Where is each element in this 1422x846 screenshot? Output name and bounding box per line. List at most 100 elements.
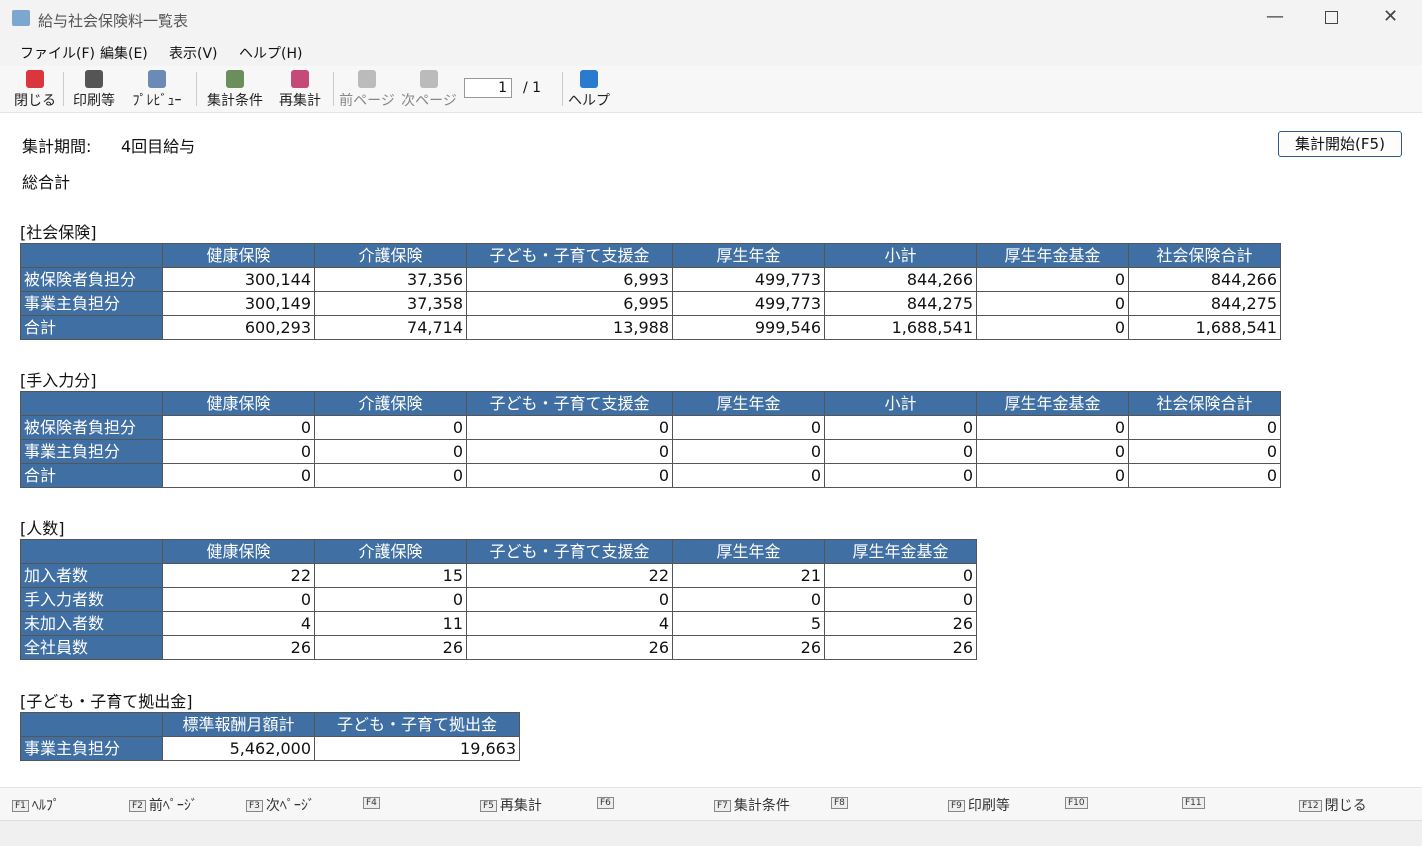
value-cell: 0 xyxy=(824,439,977,464)
key-name: F10 xyxy=(1065,797,1088,809)
value-cell: 0 xyxy=(1128,439,1281,464)
value-cell: 0 xyxy=(466,463,673,488)
function-key[interactable]: F11 xyxy=(1182,795,1208,811)
value-cell: 0 xyxy=(162,439,315,464)
toolbar-button[interactable]: 次ページ xyxy=(401,93,457,109)
value-cell: 0 xyxy=(314,463,467,488)
toolbar-icon xyxy=(291,70,309,88)
column-header: 小計 xyxy=(824,243,977,268)
toolbar-separator xyxy=(196,72,197,106)
row-label: 手入力者数 xyxy=(20,587,163,612)
function-key[interactable]: F3 次ﾍﾟｰｼﾞ xyxy=(246,795,315,815)
toolbar-button[interactable]: ﾌﾟﾚﾋﾞｭｰ xyxy=(132,93,182,109)
value-cell: 499,773 xyxy=(672,267,825,292)
function-key[interactable]: F12 閉じる xyxy=(1299,795,1367,815)
value-cell: 22 xyxy=(162,563,315,588)
column-header: 社会保険合計 xyxy=(1128,391,1281,416)
toolbar-button[interactable]: 閉じる xyxy=(14,93,56,109)
minimize-button[interactable]: — xyxy=(1266,6,1284,27)
function-key[interactable]: F1 ﾍﾙﾌﾟ xyxy=(12,795,60,815)
toolbar-button[interactable]: 再集計 xyxy=(279,93,321,109)
start-button[interactable]: 集計開始(F5) xyxy=(1278,131,1402,157)
function-key[interactable]: F9 印刷等 xyxy=(948,795,1010,815)
value-cell: 0 xyxy=(466,439,673,464)
toolbar-icon xyxy=(226,70,244,88)
row-label: 事業主負担分 xyxy=(20,291,163,316)
menu-item[interactable]: 編集(E) xyxy=(100,46,148,62)
column-header: 子ども・子育て支援金 xyxy=(466,539,673,564)
page-input[interactable]: 1 xyxy=(464,78,512,98)
function-key[interactable]: F8 xyxy=(831,795,851,811)
key-label: 印刷等 xyxy=(967,798,1010,814)
column-header: 子ども・子育て支援金 xyxy=(466,391,673,416)
section-title: [人数] xyxy=(20,519,65,538)
key-name: F6 xyxy=(597,797,614,809)
key-label: 前ﾍﾟｰｼﾞ xyxy=(148,798,198,814)
value-cell: 0 xyxy=(824,563,977,588)
value-cell: 1,688,541 xyxy=(824,315,977,340)
value-cell: 0 xyxy=(824,463,977,488)
value-cell: 15 xyxy=(314,563,467,588)
function-key[interactable]: F4 xyxy=(363,795,383,811)
column-header: 子ども・子育て拠出金 xyxy=(314,712,520,737)
toolbar-icon xyxy=(85,70,103,88)
value-cell: 0 xyxy=(672,463,825,488)
page-total: / 1 xyxy=(523,80,542,96)
menu-bar xyxy=(0,38,1422,66)
row-label: 合計 xyxy=(20,463,163,488)
menu-item[interactable]: 表示(V) xyxy=(169,46,218,62)
menu-item[interactable]: ファイル(F) xyxy=(20,46,95,62)
value-cell: 11 xyxy=(314,611,467,636)
column-header: 介護保険 xyxy=(314,243,467,268)
column-header: 介護保険 xyxy=(314,391,467,416)
key-label: 閉じる xyxy=(1324,798,1367,814)
value-cell: 0 xyxy=(672,587,825,612)
close-button[interactable]: ✕ xyxy=(1383,6,1399,27)
function-key[interactable]: F2 前ﾍﾟｰｼﾞ xyxy=(129,795,198,815)
value-cell: 0 xyxy=(162,463,315,488)
value-cell: 4 xyxy=(162,611,315,636)
summary-label: 総合計 xyxy=(22,173,71,192)
column-header: 小計 xyxy=(824,391,977,416)
toolbar-button[interactable]: 集計条件 xyxy=(207,93,263,109)
row-label: 未加入者数 xyxy=(20,611,163,636)
column-header: 健康保険 xyxy=(162,243,315,268)
function-key[interactable]: F5 再集計 xyxy=(480,795,542,815)
toolbar-separator xyxy=(333,72,334,106)
header-cell xyxy=(20,243,163,268)
function-key[interactable]: F10 xyxy=(1065,795,1091,811)
value-cell: 5,462,000 xyxy=(162,736,315,761)
maximize-button[interactable] xyxy=(1325,11,1338,24)
value-cell: 1,688,541 xyxy=(1128,315,1281,340)
toolbar-button[interactable]: 前ページ xyxy=(339,93,395,109)
row-label: 被保険者負担分 xyxy=(20,415,163,440)
toolbar-button[interactable]: 印刷等 xyxy=(73,93,115,109)
value-cell: 844,275 xyxy=(1128,291,1281,316)
column-header: 厚生年金基金 xyxy=(976,391,1129,416)
column-header: 厚生年金基金 xyxy=(976,243,1129,268)
row-label: 加入者数 xyxy=(20,563,163,588)
row-label: 合計 xyxy=(20,315,163,340)
value-cell: 6,995 xyxy=(466,291,673,316)
toolbar-icon xyxy=(420,70,438,88)
function-key[interactable]: F7 集計条件 xyxy=(714,795,790,815)
row-label: 事業主負担分 xyxy=(20,736,163,761)
key-name: F4 xyxy=(363,797,380,809)
row-label: 被保険者負担分 xyxy=(20,267,163,292)
column-header: 健康保険 xyxy=(162,539,315,564)
value-cell: 844,275 xyxy=(824,291,977,316)
value-cell: 26 xyxy=(162,635,315,660)
toolbar-button[interactable]: ヘルプ xyxy=(568,93,610,109)
key-name: F11 xyxy=(1182,797,1205,809)
value-cell: 0 xyxy=(1128,415,1281,440)
value-cell: 999,546 xyxy=(672,315,825,340)
value-cell: 26 xyxy=(824,635,977,660)
menu-item[interactable]: ヘルプ(H) xyxy=(239,46,303,62)
value-cell: 26 xyxy=(672,635,825,660)
column-header: 社会保険合計 xyxy=(1128,243,1281,268)
key-name: F7 xyxy=(714,800,731,812)
column-header: 子ども・子育て支援金 xyxy=(466,243,673,268)
function-key[interactable]: F6 xyxy=(597,795,617,811)
value-cell: 26 xyxy=(314,635,467,660)
